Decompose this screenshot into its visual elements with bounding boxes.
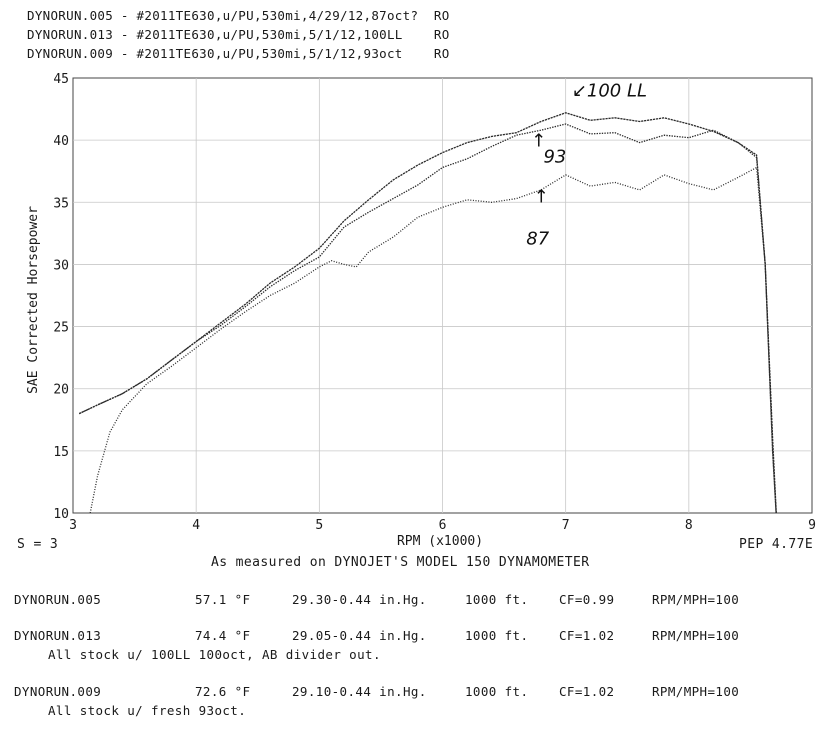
header-run-009: DYNORUN.009 - #2011TE630,u/PU,530mi,5/1/… bbox=[27, 46, 450, 61]
y-tick-label: 40 bbox=[53, 134, 69, 149]
run-temp: 57.1 °F bbox=[195, 592, 251, 607]
run-id: DYNORUN.009 bbox=[14, 684, 102, 699]
annotation-layer: ↙100 LL↑93↑87 bbox=[526, 81, 647, 250]
run-ratio: RPM/MPH=100 bbox=[652, 684, 740, 699]
run-cf: CF=1.02 bbox=[559, 684, 615, 699]
series-layer bbox=[78, 112, 777, 513]
run-ratio: RPM/MPH=100 bbox=[652, 628, 740, 643]
run-id: DYNORUN.005 bbox=[14, 592, 102, 607]
run-cf: CF=1.02 bbox=[559, 628, 615, 643]
annotation-2: ↑ bbox=[531, 130, 546, 151]
x-axis-label: RPM (x1000) bbox=[397, 534, 483, 549]
pep-label: PEP 4.77E bbox=[739, 537, 814, 552]
run-temp: 72.6 °F bbox=[195, 684, 251, 699]
run-temp: 74.4 °F bbox=[195, 628, 251, 643]
x-tick-label: 4 bbox=[192, 518, 200, 533]
smoothing-label: S = 3 bbox=[17, 537, 59, 552]
y-axis-label: SAE Corrected Horsepower bbox=[26, 206, 41, 394]
run-note: All stock u/ 100LL 100oct, AB divider ou… bbox=[48, 647, 381, 662]
run-note: All stock u/ fresh 93oct. bbox=[48, 703, 247, 718]
x-tick-label: 5 bbox=[315, 518, 323, 533]
run-ratio: RPM/MPH=100 bbox=[652, 592, 740, 607]
run-baro: 29.10-0.44 in.Hg. bbox=[292, 684, 427, 699]
y-tick-label: 10 bbox=[53, 507, 69, 522]
x-tick-label: 8 bbox=[685, 518, 693, 533]
run-alt: 1000 ft. bbox=[465, 684, 529, 699]
series-line-3 bbox=[89, 166, 777, 513]
annotation-3: 93 bbox=[543, 147, 566, 168]
series-line-2 bbox=[78, 123, 777, 513]
header-run-005: DYNORUN.005 - #2011TE630,u/PU,530mi,4/29… bbox=[27, 8, 450, 23]
y-tick-label: 25 bbox=[53, 321, 69, 336]
y-tick-label: 30 bbox=[53, 258, 69, 273]
x-tick-label: 9 bbox=[808, 518, 816, 533]
series-line-1 bbox=[78, 112, 777, 513]
y-tick-label: 35 bbox=[53, 196, 69, 211]
header-run-013: DYNORUN.013 - #2011TE630,u/PU,530mi,5/1/… bbox=[27, 27, 450, 42]
grid-layer bbox=[72, 77, 813, 514]
annotation-5: 87 bbox=[526, 229, 549, 250]
caption: As measured on DYNOJET'S MODEL 150 DYNAM… bbox=[211, 555, 590, 570]
annotation-4: ↑ bbox=[534, 186, 549, 207]
run-alt: 1000 ft. bbox=[465, 592, 529, 607]
y-tick-label: 45 bbox=[53, 72, 69, 87]
run-id: DYNORUN.013 bbox=[14, 628, 102, 643]
annotation-1: ↙100 LL bbox=[572, 81, 647, 102]
x-tick-label: 7 bbox=[562, 518, 570, 533]
y-tick-label: 15 bbox=[53, 445, 69, 460]
y-tick-label: 20 bbox=[53, 383, 69, 398]
x-tick-label: 3 bbox=[69, 518, 77, 533]
run-baro: 29.05-0.44 in.Hg. bbox=[292, 628, 427, 643]
run-baro: 29.30-0.44 in.Hg. bbox=[292, 592, 427, 607]
run-cf: CF=0.99 bbox=[559, 592, 615, 607]
x-tick-label: 6 bbox=[439, 518, 447, 533]
run-alt: 1000 ft. bbox=[465, 628, 529, 643]
